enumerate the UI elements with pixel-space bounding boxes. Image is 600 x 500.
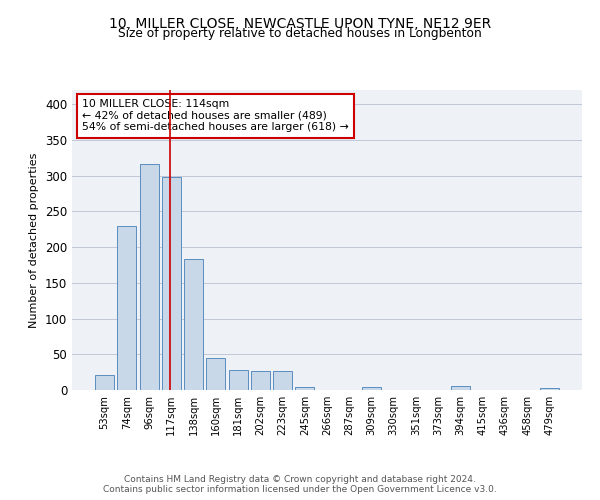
Text: Contains public sector information licensed under the Open Government Licence v3: Contains public sector information licen… — [103, 485, 497, 494]
Bar — [295, 387, 314, 390]
Bar — [229, 370, 248, 390]
Y-axis label: Number of detached properties: Number of detached properties — [29, 152, 40, 328]
Bar — [184, 260, 203, 390]
Bar — [140, 164, 158, 390]
Text: Contains HM Land Registry data © Crown copyright and database right 2024.: Contains HM Land Registry data © Crown c… — [124, 475, 476, 484]
Bar — [451, 386, 470, 390]
Bar — [251, 370, 270, 390]
Text: 10, MILLER CLOSE, NEWCASTLE UPON TYNE, NE12 9ER: 10, MILLER CLOSE, NEWCASTLE UPON TYNE, N… — [109, 18, 491, 32]
Bar — [362, 387, 381, 390]
Bar — [118, 226, 136, 390]
Bar — [206, 358, 225, 390]
Text: Size of property relative to detached houses in Longbenton: Size of property relative to detached ho… — [118, 28, 482, 40]
Bar — [273, 370, 292, 390]
Bar — [162, 177, 181, 390]
Bar — [95, 375, 114, 390]
Bar — [540, 388, 559, 390]
Text: 10 MILLER CLOSE: 114sqm
← 42% of detached houses are smaller (489)
54% of semi-d: 10 MILLER CLOSE: 114sqm ← 42% of detache… — [82, 99, 349, 132]
